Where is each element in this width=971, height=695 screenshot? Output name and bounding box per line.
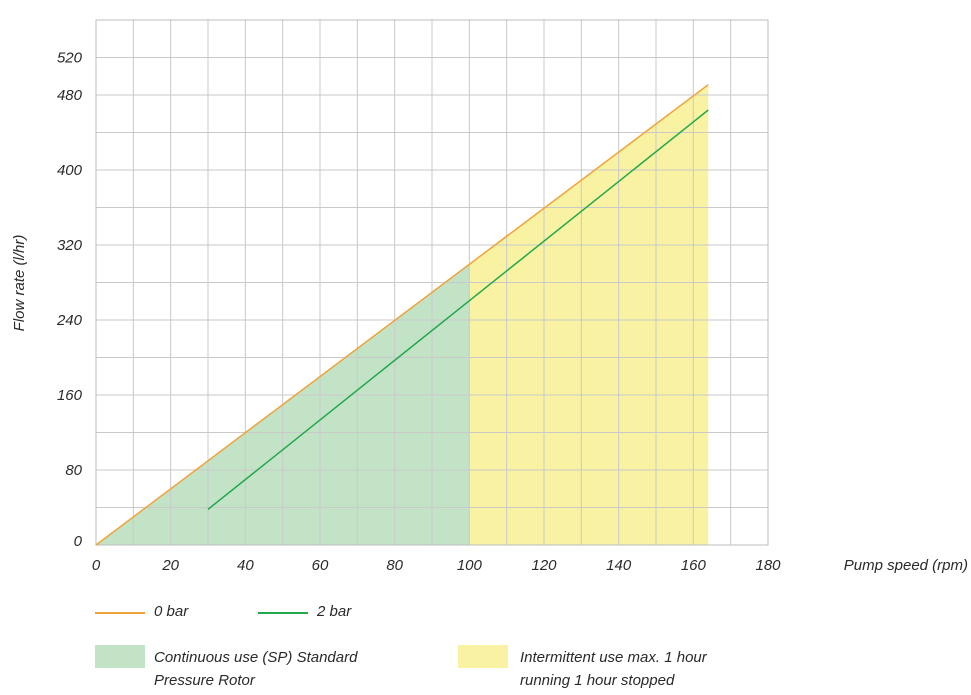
- legend-swatch-continuous: [95, 645, 145, 668]
- y-tick-label: 400: [57, 162, 83, 179]
- y-axis-title: Flow rate (l/hr): [11, 235, 28, 332]
- y-tick-label: 320: [57, 237, 83, 254]
- series-line-0: [95, 84, 709, 546]
- legend-label-continuous-line1: Continuous use (SP) Standard: [154, 649, 358, 666]
- y-tick-label: 160: [57, 387, 83, 404]
- y-tick-label: 480: [57, 87, 83, 104]
- legend-line-0-bar: [95, 612, 145, 614]
- x-tick-label: 20: [161, 557, 179, 574]
- x-tick-label: 0: [92, 557, 101, 574]
- legend-label-intermittent-line2: running 1 hour stopped: [520, 672, 675, 689]
- legend-label-continuous-line2: Pressure Rotor: [154, 672, 255, 689]
- x-tick-label: 60: [312, 557, 329, 574]
- region-1: [469, 84, 709, 545]
- x-tick-label: 100: [457, 557, 483, 574]
- legend-swatch-intermittent: [458, 645, 508, 668]
- y-tick-label: 520: [57, 50, 83, 67]
- y-tick-label: 240: [56, 312, 83, 329]
- x-axis-title: Pump speed (rpm): [844, 557, 968, 574]
- legend-label-2-bar: 2 bar: [317, 603, 352, 620]
- plot-frame: [95, 19, 769, 546]
- series-line-1: [207, 109, 709, 510]
- x-tick-label: 180: [755, 557, 781, 574]
- x-tick-label: 40: [237, 557, 254, 574]
- x-tick-label: 160: [681, 557, 707, 574]
- y-tick-label: 80: [65, 462, 82, 479]
- y-tick-label: 0: [74, 533, 83, 550]
- legend-label-0-bar: 0 bar: [154, 603, 189, 620]
- x-tick-label: 120: [531, 557, 557, 574]
- legend-line-2-bar: [258, 612, 308, 614]
- chart: 0 20 40 60 80 100 120 140 160 180 0 80 160 240 320 400 4…: [11, 19, 968, 574]
- legend-label-intermittent-line1: Intermittent use max. 1 hour: [520, 649, 707, 666]
- x-tick-label: 80: [386, 557, 403, 574]
- x-tick-label: 140: [606, 557, 632, 574]
